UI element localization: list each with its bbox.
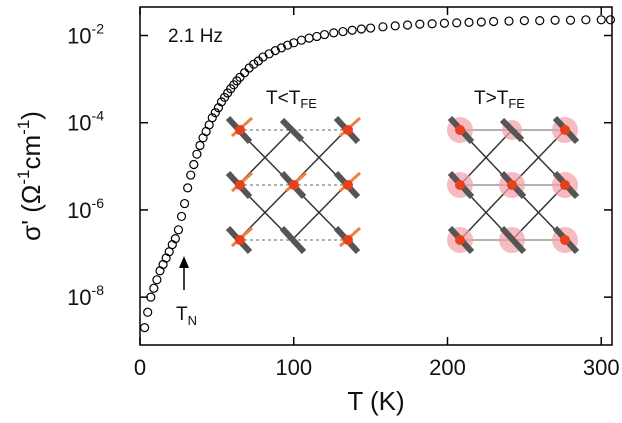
data-point	[378, 22, 388, 32]
data-point	[464, 17, 474, 27]
tn-arrow	[179, 256, 189, 290]
data-point	[249, 59, 259, 69]
data-point	[427, 19, 437, 29]
y-label-sup: -1	[14, 120, 33, 135]
y-label-text: )	[16, 111, 46, 120]
x-tick-label: 200	[429, 355, 466, 380]
high-t-sub: FE	[508, 96, 525, 111]
low-t-sub: FE	[300, 96, 317, 111]
data-point	[173, 225, 184, 235]
data-point	[140, 323, 150, 333]
data-point	[338, 26, 348, 37]
low-t-label: T<TFE	[266, 88, 317, 111]
data-point	[239, 68, 250, 78]
data-point	[282, 40, 293, 50]
data-point	[347, 25, 357, 35]
y-axis-label: σ' (Ω-1cm-1)	[14, 111, 46, 241]
data-point	[189, 159, 199, 170]
y-tick-base: 10	[67, 285, 91, 310]
data-point	[270, 46, 280, 56]
y-tick-exponent: -6	[92, 195, 105, 211]
data-point	[143, 307, 153, 317]
data-point	[415, 19, 425, 29]
data-point	[476, 17, 486, 27]
data-point	[504, 16, 514, 26]
low-t-text: T<T	[266, 88, 301, 109]
data-point	[195, 140, 205, 151]
data-point	[192, 149, 202, 159]
data-point	[152, 275, 162, 285]
high-t-text: T>T	[474, 88, 509, 109]
crystal-ferroelectric	[225, 115, 362, 255]
data-point	[186, 170, 196, 180]
data-point	[366, 23, 376, 33]
y-tick-exponent: -4	[92, 108, 105, 124]
tn-sub: N	[188, 313, 197, 328]
data-point	[176, 211, 187, 222]
y-tick-base: 10	[67, 198, 91, 223]
data-point	[605, 15, 616, 25]
x-tick-label: 100	[275, 355, 312, 380]
frequency-label: 2.1 Hz	[168, 26, 223, 47]
y-tick-label: 10-4	[67, 108, 104, 136]
y-tick-label: 10-2	[67, 20, 104, 48]
x-tick-label: 300	[583, 355, 620, 380]
data-point	[264, 49, 274, 59]
data-point	[312, 31, 322, 42]
tn-label: TN	[176, 304, 197, 328]
data-point	[390, 21, 400, 31]
data-point	[235, 72, 245, 82]
plot-frame	[139, 6, 613, 346]
data-point	[319, 29, 330, 40]
data-point	[565, 15, 576, 25]
tn-text: T	[176, 304, 188, 325]
data-point	[356, 24, 366, 34]
data-point	[276, 43, 287, 53]
data-point	[146, 292, 156, 302]
x-tick-label: 0	[134, 355, 146, 380]
high-t-label: T>TFE	[474, 88, 525, 111]
data-point	[304, 33, 314, 43]
data-point	[581, 15, 591, 25]
data-point	[535, 16, 545, 26]
data-point	[489, 16, 499, 27]
data-point	[550, 15, 560, 25]
crystal-paraelectric	[447, 115, 580, 255]
data-point	[207, 113, 217, 123]
data-point	[183, 183, 193, 193]
y-tick-label: 10-8	[67, 282, 104, 310]
data-point	[329, 28, 339, 38]
y-label-text: cm	[16, 135, 46, 170]
data-point	[452, 18, 462, 28]
y-tick-label: 10-6	[67, 195, 104, 223]
data-point	[402, 20, 413, 30]
x-axis-label: T (K)	[347, 386, 404, 416]
data-point	[179, 198, 190, 209]
y-tick-base: 10	[67, 111, 91, 136]
data-point	[149, 283, 159, 293]
y-tick-base: 10	[67, 23, 91, 48]
data-point	[296, 35, 307, 45]
y-label-sup: -1	[14, 170, 33, 185]
y-label-text: σ' (Ω	[16, 185, 46, 241]
data-point	[596, 15, 606, 25]
data-point	[210, 108, 220, 118]
y-tick-exponent: -2	[92, 20, 105, 36]
data-point	[170, 234, 180, 244]
data-point	[439, 18, 450, 28]
data-point	[519, 16, 529, 26]
y-tick-exponent: -8	[92, 282, 105, 298]
